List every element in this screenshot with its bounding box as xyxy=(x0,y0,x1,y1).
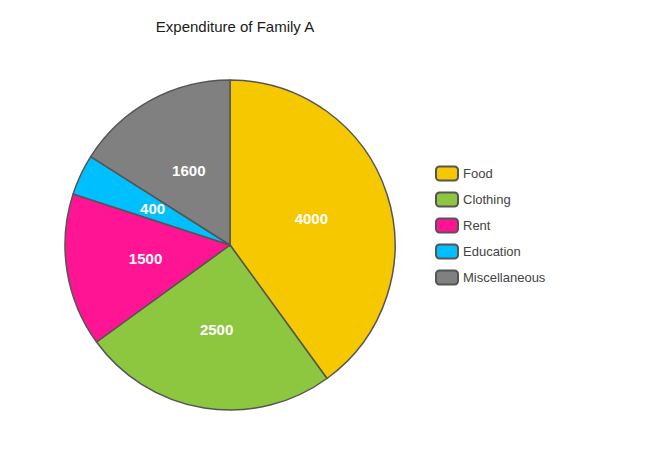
svg-text:4000: 4000 xyxy=(295,210,328,227)
svg-text:1600: 1600 xyxy=(172,162,205,179)
svg-text:Rent: Rent xyxy=(463,218,491,233)
svg-text:Food: Food xyxy=(463,166,493,181)
svg-text:Clothing: Clothing xyxy=(463,192,511,207)
svg-text:Miscellaneous: Miscellaneous xyxy=(463,270,546,285)
svg-text:1500: 1500 xyxy=(129,250,162,267)
svg-text:2500: 2500 xyxy=(200,321,233,338)
svg-text:Education: Education xyxy=(463,244,521,259)
svg-text:Expenditure of Family A: Expenditure of Family A xyxy=(156,18,314,35)
svg-text:400: 400 xyxy=(140,200,165,217)
